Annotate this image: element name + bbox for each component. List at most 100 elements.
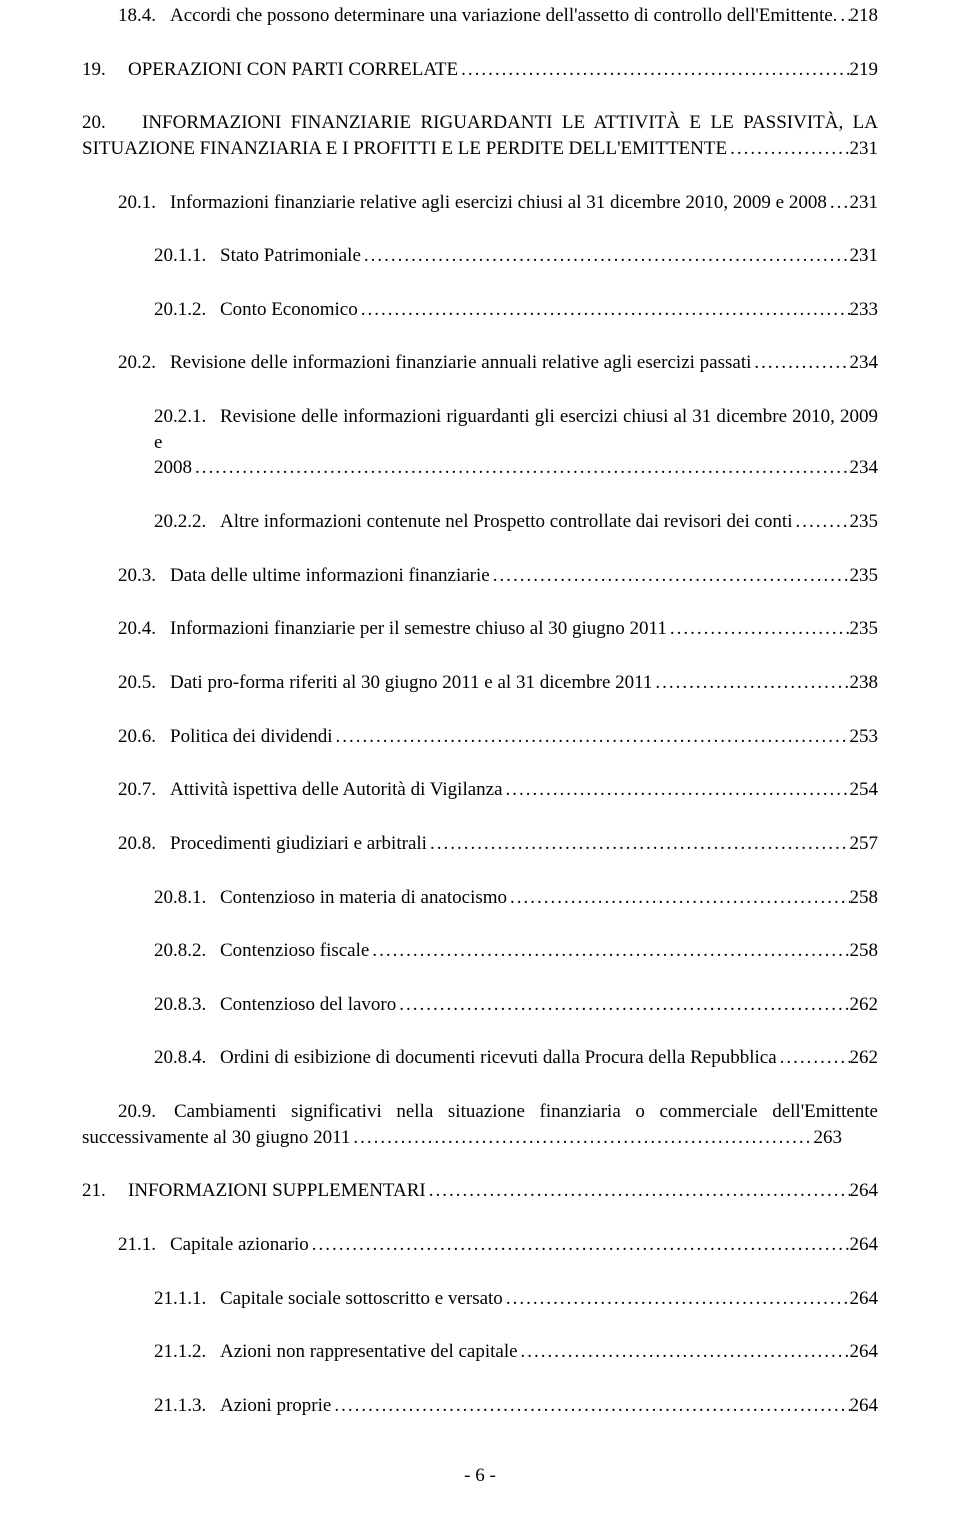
toc-entry: 20.8.3.Contenzioso del lavoro...........… xyxy=(82,992,878,1018)
toc-entry-number: 21.1.2. xyxy=(154,1339,220,1365)
toc-entry-title: INFORMAZIONI FINANZIARIE RIGUARDANTI LE … xyxy=(142,112,878,133)
toc-entry-page: 234 xyxy=(850,350,879,376)
toc-entry-page: 253 xyxy=(850,724,879,750)
toc-entry-number: 20. xyxy=(82,110,142,136)
toc-entry-page: 233 xyxy=(850,297,879,323)
toc-entry-title: Informazioni finanziarie relative agli e… xyxy=(170,190,827,216)
toc-entry: 20.2.Revisione delle informazioni finanz… xyxy=(82,350,878,376)
toc-entry: 20.3.Data delle ultime informazioni fina… xyxy=(82,563,878,589)
toc-entry: 21.1.Capitale azionario.................… xyxy=(82,1232,878,1258)
toc-entry-title-cont: 2008 xyxy=(154,455,192,481)
toc-entry-page: 254 xyxy=(850,777,879,803)
toc-entry-title: Contenzioso in materia di anatocismo xyxy=(220,885,507,911)
toc-leader-dots: ........................................… xyxy=(777,1045,850,1071)
toc-entry-title: Conto Economico xyxy=(220,297,358,323)
toc-entry-title: Accordi che possono determinare una vari… xyxy=(170,3,837,29)
toc-leader-dots: ........................................… xyxy=(503,1286,850,1312)
toc-entry-title: INFORMAZIONI SUPPLEMENTARI xyxy=(128,1178,426,1204)
toc-entry-title-cont: SITUAZIONE FINANZIARIA E I PROFITTI E LE… xyxy=(82,136,727,162)
toc-entry-number: 20.8.3. xyxy=(154,992,220,1018)
toc-leader-dots: ........................................… xyxy=(837,3,849,29)
toc-entry: 21.1.2.Azioni non rappresentative del ca… xyxy=(82,1339,878,1365)
toc-entry-title: Cambiamenti significativi nella situazio… xyxy=(174,1101,878,1122)
toc-entry-number: 20.5. xyxy=(118,670,170,696)
toc-entry: 20.4.Informazioni finanziarie per il sem… xyxy=(82,616,878,642)
toc-entry: 20.2.2.Altre informazioni contenute nel … xyxy=(82,509,878,535)
toc-entry-title: Capitale sociale sottoscritto e versato xyxy=(220,1286,503,1312)
toc-leader-dots: ........................................… xyxy=(192,455,850,481)
toc-entry-page: 264 xyxy=(850,1339,879,1365)
toc-entry-number: 20.7. xyxy=(118,777,170,803)
toc-entry-page: 264 xyxy=(850,1178,879,1204)
toc-entry-number: 21. xyxy=(82,1178,128,1204)
toc-entry-title: Capitale azionario xyxy=(170,1232,309,1258)
toc-leader-dots: ........................................… xyxy=(667,616,850,642)
toc-leader-dots: ........................................… xyxy=(751,350,849,376)
toc-entry-title: Altre informazioni contenute nel Prospet… xyxy=(220,509,792,535)
toc-entry-title: Procedimenti giudiziari e arbitrali xyxy=(170,831,427,857)
toc-entry-number: 20.8. xyxy=(118,831,170,857)
toc-leader-dots: ........................................… xyxy=(458,57,849,83)
toc-entry-number: 21.1. xyxy=(118,1232,170,1258)
toc-entry-page: 231 xyxy=(850,190,879,216)
table-of-contents: 18.4.Accordi che possono determinare una… xyxy=(82,3,878,1419)
toc-entry: 20.1.Informazioni finanziarie relative a… xyxy=(82,190,878,216)
toc-entry-page: 235 xyxy=(850,616,879,642)
toc-entry: 20.8.Procedimenti giudiziari e arbitrali… xyxy=(82,831,878,857)
toc-entry-number: 20.9. xyxy=(118,1099,174,1125)
toc-entry: 21.INFORMAZIONI SUPPLEMENTARI...........… xyxy=(82,1178,878,1204)
toc-leader-dots: ........................................… xyxy=(333,724,850,750)
toc-entry-page: 257 xyxy=(850,831,879,857)
toc-entry-page: 218 xyxy=(850,3,879,29)
toc-entry: 20.5.Dati pro-forma riferiti al 30 giugn… xyxy=(82,670,878,696)
toc-leader-dots: ........................................… xyxy=(792,509,849,535)
toc-entry-page: 262 xyxy=(850,1045,879,1071)
toc-entry-page: 234 xyxy=(850,455,879,481)
toc-leader-dots: ........................................… xyxy=(507,885,849,911)
toc-entry: 20.8.4.Ordini di esibizione di documenti… xyxy=(82,1045,878,1071)
page-number: - 6 - xyxy=(82,1465,878,1487)
toc-entry-title: Azioni non rappresentative del capitale xyxy=(220,1339,518,1365)
toc-leader-dots: ........................................… xyxy=(369,938,849,964)
toc-leader-dots: ........................................… xyxy=(350,1125,813,1151)
toc-entry-title: Politica dei dividendi xyxy=(170,724,333,750)
toc-entry-number: 20.1.1. xyxy=(154,243,220,269)
toc-leader-dots: ........................................… xyxy=(396,992,849,1018)
toc-leader-dots: ........................................… xyxy=(331,1393,849,1419)
toc-entry-title-cont: successivamente al 30 giugno 2011 xyxy=(82,1125,350,1151)
toc-leader-dots: ........................................… xyxy=(652,670,849,696)
toc-entry-page: 235 xyxy=(850,563,879,589)
toc-entry: 20.7.Attività ispettiva delle Autorità d… xyxy=(82,777,878,803)
toc-entry-number: 21.1.3. xyxy=(154,1393,220,1419)
toc-entry-title: Attività ispettiva delle Autorità di Vig… xyxy=(170,777,503,803)
toc-leader-dots: ........................................… xyxy=(727,136,849,162)
toc-leader-dots: ........................................… xyxy=(309,1232,850,1258)
toc-entry-number: 20.4. xyxy=(118,616,170,642)
toc-entry: 20.1.1.Stato Patrimoniale...............… xyxy=(82,243,878,269)
toc-leader-dots: ........................................… xyxy=(361,243,850,269)
toc-entry-title: Azioni proprie xyxy=(220,1393,331,1419)
toc-entry-page: 219 xyxy=(850,57,879,83)
toc-entry-title: Data delle ultime informazioni finanziar… xyxy=(170,563,490,589)
toc-entry-number: 20.8.2. xyxy=(154,938,220,964)
toc-entry-number: 20.2.1. xyxy=(154,404,220,430)
toc-entry-page: 258 xyxy=(850,938,879,964)
toc-entry-title: Dati pro-forma riferiti al 30 giugno 201… xyxy=(170,670,652,696)
toc-entry: 21.1.3.Azioni proprie...................… xyxy=(82,1393,878,1419)
toc-entry-number: 20.1. xyxy=(118,190,170,216)
toc-leader-dots: ........................................… xyxy=(358,297,850,323)
toc-entry: 18.4.Accordi che possono determinare una… xyxy=(82,3,878,29)
toc-entry-page: 258 xyxy=(850,885,879,911)
toc-entry-title: Informazioni finanziarie per il semestre… xyxy=(170,616,667,642)
toc-entry-number: 20.8.4. xyxy=(154,1045,220,1071)
toc-leader-dots: ........................................… xyxy=(426,1178,850,1204)
toc-leader-dots: ........................................… xyxy=(427,831,850,857)
toc-entry: 20.6.Politica dei dividendi.............… xyxy=(82,724,878,750)
toc-entry-page: 231 xyxy=(850,136,879,162)
toc-entry-number: 20.2.2. xyxy=(154,509,220,535)
toc-entry-title: Revisione delle informazioni finanziarie… xyxy=(170,350,751,376)
toc-entry-page: 264 xyxy=(850,1232,879,1258)
toc-entry-page: 238 xyxy=(850,670,879,696)
toc-entry-title: Contenzioso fiscale xyxy=(220,938,369,964)
toc-entry: 20.1.2.Conto Economico..................… xyxy=(82,297,878,323)
